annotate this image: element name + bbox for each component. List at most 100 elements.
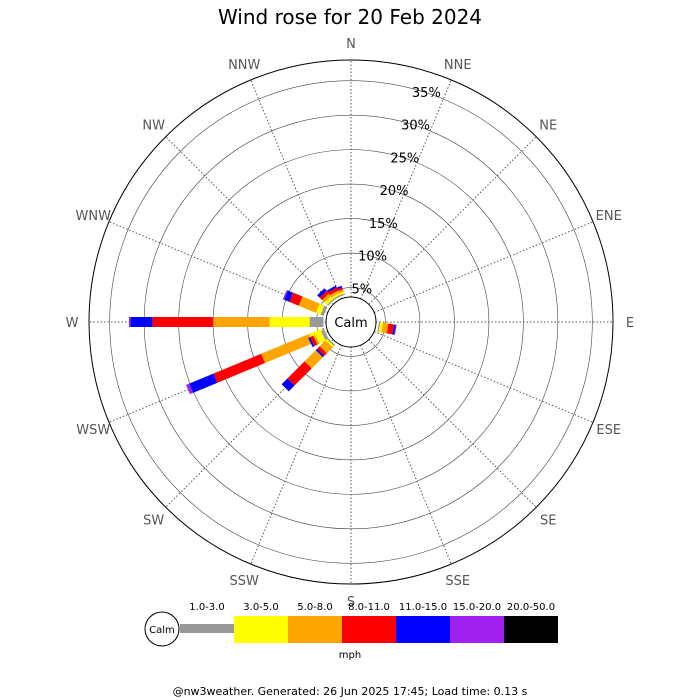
direction-label-nnw: NNW xyxy=(228,58,260,73)
bar-wsw-bin-3 xyxy=(261,334,313,364)
legend-label-1: 1.0-3.0 xyxy=(189,602,224,613)
direction-label-w: W xyxy=(66,316,79,331)
bar-wnw-bin-2 xyxy=(315,303,325,315)
direction-label-s: S xyxy=(347,595,355,610)
spoke-ssw xyxy=(250,344,342,565)
direction-label-ene: ENE xyxy=(596,209,622,224)
bar-extra-5-bin-3 xyxy=(381,322,389,334)
bar-w-bin-2 xyxy=(269,317,310,327)
calm-circle xyxy=(325,296,377,348)
bar-nw-bin-5 xyxy=(317,288,327,298)
radial-tick-label-3: 15% xyxy=(369,217,398,232)
direction-label-nw: NW xyxy=(142,119,165,134)
legend-label-2: 3.0-5.0 xyxy=(243,602,278,613)
spoke-se xyxy=(368,339,537,508)
direction-label-wnw: WNW xyxy=(76,209,112,224)
bar-w-bin-6 xyxy=(128,317,131,327)
legend-swatch-1 xyxy=(180,624,234,633)
spoke-ese xyxy=(373,331,594,423)
radial-tick-label-2: 10% xyxy=(358,250,387,265)
bar-extra-5-bin-2 xyxy=(378,322,384,333)
spoke-nw xyxy=(165,136,334,305)
bar-extra-2-bin-2 xyxy=(314,331,326,344)
bar-extra-3-bin-4 xyxy=(317,346,327,356)
legend-label-6: 15.0-20.0 xyxy=(453,602,501,613)
radial-tick-label-7: 35% xyxy=(412,86,441,101)
radial-tick-label-5: 25% xyxy=(390,151,419,166)
legend-swatch-6 xyxy=(450,616,504,643)
bar-wsw-bin-5 xyxy=(189,373,218,393)
bar-wnw-bin-6 xyxy=(282,289,288,300)
bar-extra-5-bin-4 xyxy=(386,323,394,335)
direction-label-ne: NE xyxy=(539,119,557,134)
bar-extra-5-bin-1 xyxy=(377,321,381,332)
direction-label-nne: NNE xyxy=(444,58,472,73)
radial-tick-label-4: 20% xyxy=(380,184,409,199)
legend-swatch-4 xyxy=(342,616,396,643)
spoke-nnw xyxy=(250,79,342,300)
direction-label-sw: SW xyxy=(143,513,164,528)
bar-extra-1-bin-3 xyxy=(329,290,340,298)
bar-wsw-bin-6 xyxy=(186,383,194,395)
speed-legend: Calm 1.0-3.0 3.0-5.0 5.0-8.0 8.0-11.0 11.0-1… xyxy=(144,602,558,647)
bar-nw-bin-4 xyxy=(319,290,330,301)
direction-label-sse: SSE xyxy=(445,574,470,589)
calm-label: Calm xyxy=(334,316,367,331)
bar-wsw-bin-4 xyxy=(213,353,266,383)
spoke-ne xyxy=(368,136,537,305)
radial-tick-label-1: 5% xyxy=(351,282,372,297)
legend-label-7: 20.0-50.0 xyxy=(507,602,555,613)
legend-label-4: 8.0-11.0 xyxy=(348,602,390,613)
legend-unit-label: mph xyxy=(339,650,361,661)
bar-extra-1-bin-1 xyxy=(332,294,342,301)
legend-swatch-3 xyxy=(288,616,342,643)
footer-text: @nw3weather. Generated: 26 Jun 2025 17:4… xyxy=(173,685,528,698)
grid-ring-7 xyxy=(109,80,593,564)
bar-w-bin-1 xyxy=(309,317,324,327)
bar-w-bin-4 xyxy=(152,317,214,327)
bar-sw-bin-5 xyxy=(281,378,295,392)
direction-label-e: E xyxy=(626,316,634,331)
legend-label-5: 11.0-15.0 xyxy=(399,602,447,613)
spoke-sse xyxy=(360,344,452,565)
bar-w-bin-5 xyxy=(130,317,153,327)
direction-label-se: SE xyxy=(540,513,556,528)
bar-extra-1-bin-4 xyxy=(328,287,339,296)
bar-extra-1-bin-2 xyxy=(331,292,341,300)
spoke-nne xyxy=(360,79,452,300)
legend-label-3: 5.0-8.0 xyxy=(297,602,332,613)
legend-swatch-5 xyxy=(396,616,450,643)
outer-ring xyxy=(88,59,614,585)
bar-extra-2-bin-3 xyxy=(313,334,320,345)
bar-extra-2-bin-4 xyxy=(310,335,318,347)
bar-extra-1-bin-5 xyxy=(327,285,337,293)
legend-swatch-2 xyxy=(234,616,288,643)
bar-nw-bin-3 xyxy=(322,293,332,303)
direction-label-ssw: SSW xyxy=(230,574,260,589)
bar-extra-3-bin-1 xyxy=(326,337,336,347)
legend-swatch-7 xyxy=(504,616,558,643)
bar-wnw-bin-3 xyxy=(298,296,320,313)
radial-tick-label-6: 30% xyxy=(401,119,430,134)
bar-wnw-bin-5 xyxy=(284,290,294,302)
wind-bars xyxy=(128,285,397,395)
bar-sw-bin-4 xyxy=(287,361,312,386)
chart-title: Wind rose for 20 Feb 2024 xyxy=(218,5,482,29)
bar-extra-2-bin-1 xyxy=(321,330,329,341)
bar-w-bin-3 xyxy=(213,317,270,327)
direction-label-n: N xyxy=(346,37,356,52)
direction-label-wsw: WSW xyxy=(76,423,110,438)
bar-extra-5-bin-5 xyxy=(392,324,397,335)
direction-label-ese: ESE xyxy=(596,423,621,438)
bar-wnw-bin-4 xyxy=(289,292,303,306)
bar-extra-3-bin-5 xyxy=(315,348,325,358)
bar-extra-3-bin-3 xyxy=(319,340,333,354)
legend-calm-circle xyxy=(144,611,180,647)
legend-calm-label: Calm xyxy=(149,625,175,636)
bar-extra-3-bin-2 xyxy=(325,338,335,348)
radial-tick-labels: 5% 10% 15% 20% 25% 30% 35% xyxy=(351,86,440,297)
bar-extra-5-bin-6 xyxy=(394,324,397,335)
direction-labels: N NNE NE ENE E ESE SE SSE S SSW SW WSW W WNW NW NNW xyxy=(66,37,635,610)
bar-wnw-bin-1 xyxy=(320,305,328,317)
